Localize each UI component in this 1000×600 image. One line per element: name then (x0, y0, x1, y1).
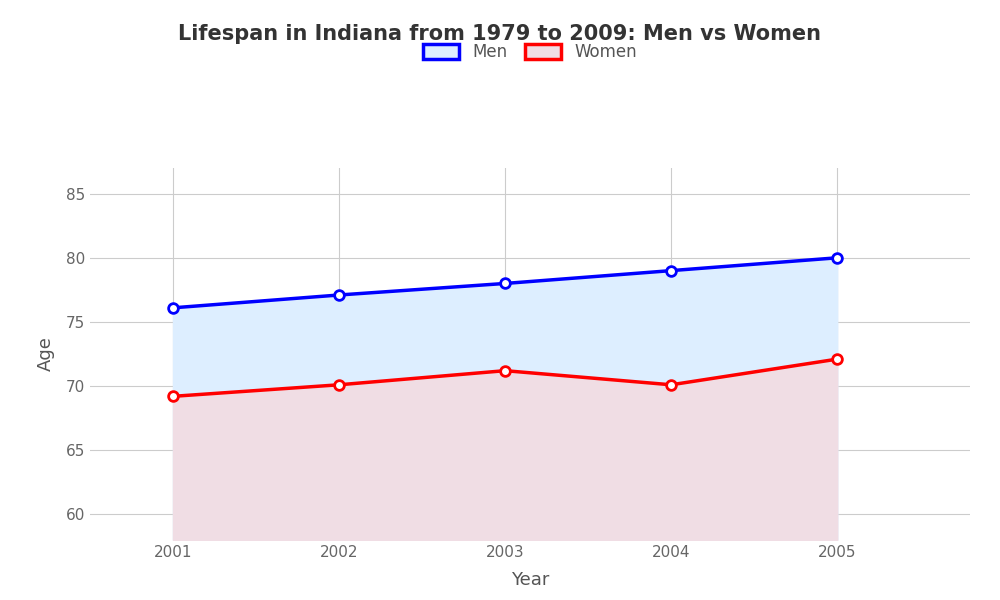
Text: Lifespan in Indiana from 1979 to 2009: Men vs Women: Lifespan in Indiana from 1979 to 2009: M… (178, 24, 822, 44)
Legend: Men, Women: Men, Women (414, 35, 646, 70)
X-axis label: Year: Year (511, 571, 549, 589)
Y-axis label: Age: Age (37, 337, 55, 371)
